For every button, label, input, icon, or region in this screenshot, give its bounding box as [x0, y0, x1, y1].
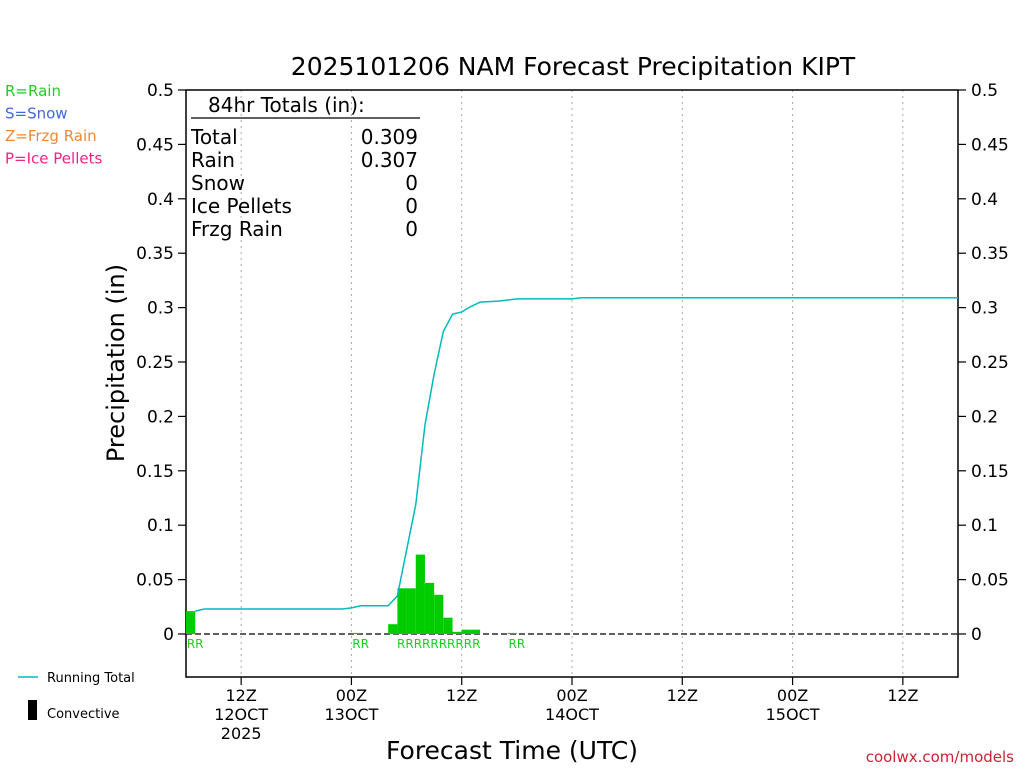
y-tick-label-left-10: 0.5 [147, 81, 174, 101]
totals-value-3: 0 [405, 194, 418, 218]
totals-value-1: 0.307 [361, 148, 418, 172]
x-tick-date-1: 13OCT [324, 705, 378, 724]
plot-area: RR RR RRRRRRRRRR RR [185, 89, 959, 678]
totals-heading: 84hr Totals (in): [208, 93, 365, 117]
bottom-legend-item-1: Convective [47, 707, 120, 722]
precip-bar-6 [424, 582, 435, 634]
totals-value-0: 0.309 [361, 125, 418, 149]
bottom-legend: Running Total Convective [18, 671, 135, 722]
precip-type-mark-0: RR [187, 637, 204, 651]
y-axis-label: Precipitation (in) [102, 264, 130, 462]
y-tick-label-left-2: 0.1 [147, 516, 174, 536]
x-tick-label-6: 12Z [887, 686, 918, 705]
type-legend-item-0: R=Rain [5, 82, 61, 100]
y-tick-label-right-9: 0.45 [971, 135, 1009, 155]
precip-bar-12 [507, 632, 517, 634]
precip-bar-1 [351, 632, 361, 634]
y-tick-label-left-5: 0.25 [136, 353, 174, 373]
totals-label-3: Ice Pellets [191, 194, 292, 218]
precip-bar-2 [388, 624, 398, 634]
precip-bar-7 [434, 594, 444, 634]
totals-value-4: 0 [405, 217, 418, 241]
precip-bar-8 [443, 617, 453, 634]
y-tick-label-right-7: 0.35 [971, 244, 1009, 264]
y-tick-label-left-7: 0.35 [136, 244, 174, 264]
totals-value-2: 0 [405, 171, 418, 195]
gridlines [240, 90, 904, 677]
precip-type-mark-1: RR [352, 637, 369, 651]
y-tick-label-right-2: 0.1 [971, 516, 998, 536]
precip-bar-3 [397, 588, 407, 634]
type-legend-item-2: Z=Frzg Rain [5, 127, 97, 145]
precip-bar-5 [415, 554, 425, 634]
y-tick-label-left-4: 0.2 [147, 407, 174, 427]
precip-bar-4 [406, 588, 416, 634]
y-tick-label-left-8: 0.4 [147, 190, 174, 210]
totals-label-1: Rain [191, 148, 235, 172]
bottom-legend-item-0: Running Total [47, 671, 135, 686]
y-tick-label-right-3: 0.15 [971, 462, 1009, 482]
y-tick-label-left-0: 0 [163, 625, 174, 645]
x-tick-year-0: 2025 [221, 724, 262, 743]
y-tick-label-left-1: 0.05 [136, 571, 174, 591]
x-tick-label-1: 00Z [336, 686, 367, 705]
totals-label-4: Frzg Rain [191, 217, 283, 241]
type-legend-item-1: S=Snow [5, 105, 68, 123]
y-tick-label-right-6: 0.3 [971, 299, 998, 319]
totals-label-2: Snow [191, 171, 245, 195]
precip-bar-9 [452, 631, 462, 634]
totals-box: 84hr Totals (in): Total 0.309 Rain 0.307 Sno… [190, 93, 420, 241]
precip-type-marks: RR RR RRRRRRRRRR RR [187, 637, 525, 651]
totals-label-0: Total [190, 125, 238, 149]
y-tick-label-right-8: 0.4 [971, 190, 998, 210]
x-tick-label-5: 00Z [777, 686, 808, 705]
y-tick-label-right-0: 0 [971, 625, 982, 645]
precip-bar-0 [186, 611, 196, 634]
type-legend-item-3: P=Ice Pellets [5, 150, 102, 168]
y-tick-label-left-6: 0.3 [147, 299, 174, 319]
y-tick-label-right-1: 0.05 [971, 571, 1009, 591]
x-tick-label-2: 12Z [446, 686, 477, 705]
y-axis-left: 0 0.05 0.1 0.15 0.2 0.25 0.3 0.35 0.4 0.45 0.5 [136, 81, 186, 645]
x-tick-date-0: 12OCT [214, 705, 268, 724]
y-axis-right: 0 0.05 0.1 0.15 0.2 0.25 0.3 0.35 0.4 0.45 0.5 [958, 81, 1009, 645]
precip-type-mark-2: RRRRRRRRRR [397, 637, 480, 651]
precip-bar-10 [461, 629, 471, 634]
chart-title: 2025101206 NAM Forecast Precipitation KI… [291, 52, 856, 81]
x-tick-label-4: 12Z [667, 686, 698, 705]
x-tick-label-3: 00Z [556, 686, 587, 705]
type-legend: R=Rain S=Snow Z=Frzg Rain P=Ice Pellets [5, 82, 102, 168]
credit-text: coolwx.com/models [866, 748, 1014, 766]
legend-bar-swatch [28, 700, 37, 720]
y-tick-label-right-4: 0.2 [971, 407, 998, 427]
y-tick-label-left-9: 0.45 [136, 135, 174, 155]
x-tick-label-0: 12Z [225, 686, 256, 705]
y-tick-label-left-3: 0.15 [136, 462, 174, 482]
precip-bars [186, 554, 517, 634]
precip-bar-11 [470, 629, 481, 634]
precip-type-mark-3: RR [509, 637, 526, 651]
y-tick-label-right-10: 0.5 [971, 81, 998, 101]
running-total-line [195, 297, 958, 612]
y-tick-label-right-5: 0.25 [971, 353, 1009, 373]
x-axis-label: Forecast Time (UTC) [386, 736, 638, 765]
x-tick-date-3: 14OCT [545, 705, 599, 724]
x-tick-date-5: 15OCT [766, 705, 820, 724]
